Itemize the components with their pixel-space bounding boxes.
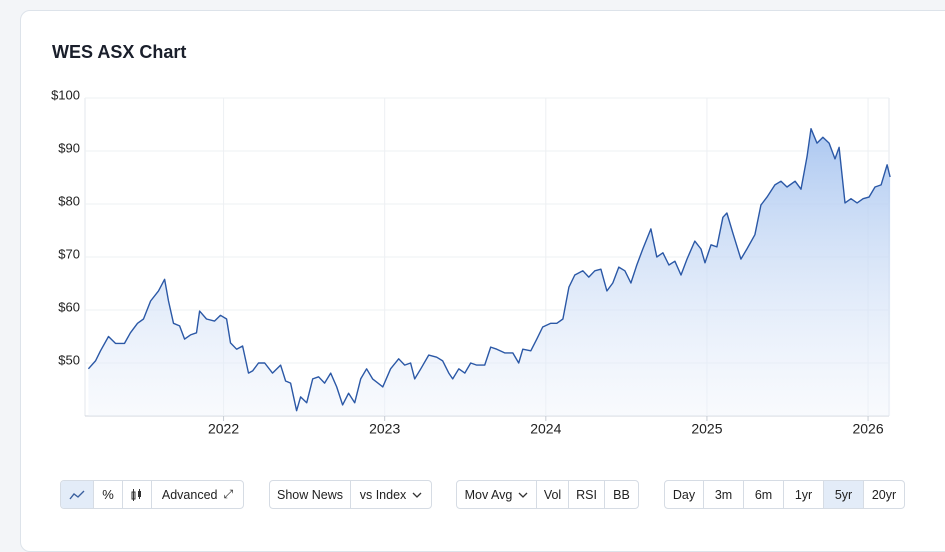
range-button[interactable]: 20yr (864, 481, 904, 508)
movavg-label: Mov Avg (464, 487, 513, 502)
range-button[interactable]: 3m (704, 481, 744, 508)
bb-label: BB (613, 487, 630, 502)
vol-button[interactable]: Vol (537, 481, 569, 508)
y-tick-label: $80 (58, 193, 80, 208)
y-tick-label: $70 (58, 246, 80, 261)
range-label: 5yr (834, 487, 853, 502)
chart-title: WES ASX Chart (52, 42, 186, 62)
news-button[interactable]: Show News (270, 481, 351, 508)
chart: WES ASX Chart $50 $60 $70 $80 $90 $100 2022 202… (51, 42, 891, 437)
overlay-group: Show News vs Index (269, 480, 432, 509)
range-group: Day 3m 6m 1yr 5yr 20yr (664, 480, 905, 509)
range-button[interactable]: Day (665, 481, 704, 508)
range-label: 6m (754, 487, 773, 502)
advanced-label: Advanced (161, 487, 218, 502)
range-button[interactable]: 5yr (824, 481, 864, 508)
line-style-button[interactable] (61, 481, 94, 508)
price-line (87, 127, 891, 412)
range-label: Day (672, 487, 696, 502)
range-label: 20yr (871, 487, 897, 502)
candle-button[interactable] (123, 481, 152, 508)
percent-button[interactable]: % (94, 481, 123, 508)
style-group: % Advanced ⤢ (60, 480, 244, 509)
range-button[interactable]: 6m (744, 481, 784, 508)
range-label: 3m (714, 487, 733, 502)
index-dropdown[interactable]: vs Index (351, 481, 431, 508)
area-fill (88, 128, 891, 416)
rsi-button[interactable]: RSI (569, 481, 605, 508)
bb-button[interactable]: BB (605, 481, 638, 508)
x-tick-label: 2026 (852, 421, 883, 437)
range-button[interactable]: 1yr (784, 481, 824, 508)
x-tick-label: 2022 (208, 421, 239, 437)
advanced-button[interactable]: Advanced ⤢ (161, 487, 234, 502)
y-tick-label: $50 (58, 352, 80, 367)
range-label: 1yr (794, 487, 813, 502)
x-tick-label: 2025 (691, 421, 722, 437)
rsi-label: RSI (576, 487, 597, 502)
movavg-dropdown[interactable]: Mov Avg (457, 481, 537, 508)
x-tick-label: 2024 (530, 421, 561, 437)
news-label: Show News (277, 487, 343, 502)
x-tick-label: 2023 (369, 421, 400, 437)
page: {"header": {"title": "WES ASX Chart"}, "… (20, 10, 945, 552)
index-label: vs Index (359, 487, 407, 502)
y-tick-label: $100 (51, 87, 80, 102)
indicator-group: Mov Avg Vol RSI BB (456, 480, 639, 509)
vol-label: Vol (543, 487, 562, 502)
y-tick-label: $90 (58, 140, 80, 155)
y-tick-label: $60 (58, 299, 80, 314)
